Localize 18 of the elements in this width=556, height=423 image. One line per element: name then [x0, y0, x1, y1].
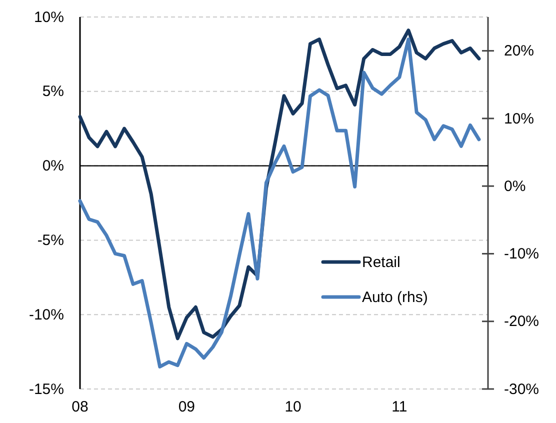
y2-tick-label: 10%: [504, 110, 534, 128]
x-tick-label: 09: [178, 398, 196, 416]
x-tick-label: 11: [392, 398, 408, 416]
y2-tick-label: -30%: [504, 380, 540, 398]
y-tick-label: 10%: [34, 8, 64, 26]
y-tick-label: 5%: [42, 83, 64, 100]
x-tick-label: 08: [72, 398, 88, 416]
y2-tick-label: 20%: [504, 42, 534, 60]
y-tick-label: -5%: [37, 232, 64, 249]
y-tick-label: -15%: [28, 380, 64, 398]
y-tick-label: -10%: [28, 306, 64, 324]
legend-label: Retail: [362, 254, 400, 271]
y2-tick-label: -20%: [504, 313, 540, 330]
y2-tick-label: 0%: [504, 178, 526, 195]
legend-label: Auto (rhs): [362, 289, 428, 306]
y2-tick-label: -10%: [504, 246, 540, 263]
y-tick-label: 0%: [42, 158, 64, 175]
x-tick-label: 10: [284, 398, 302, 416]
